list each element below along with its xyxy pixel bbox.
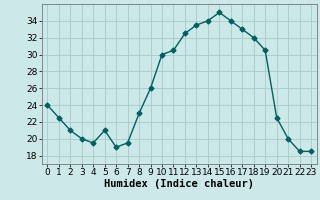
X-axis label: Humidex (Indice chaleur): Humidex (Indice chaleur) [104, 179, 254, 189]
